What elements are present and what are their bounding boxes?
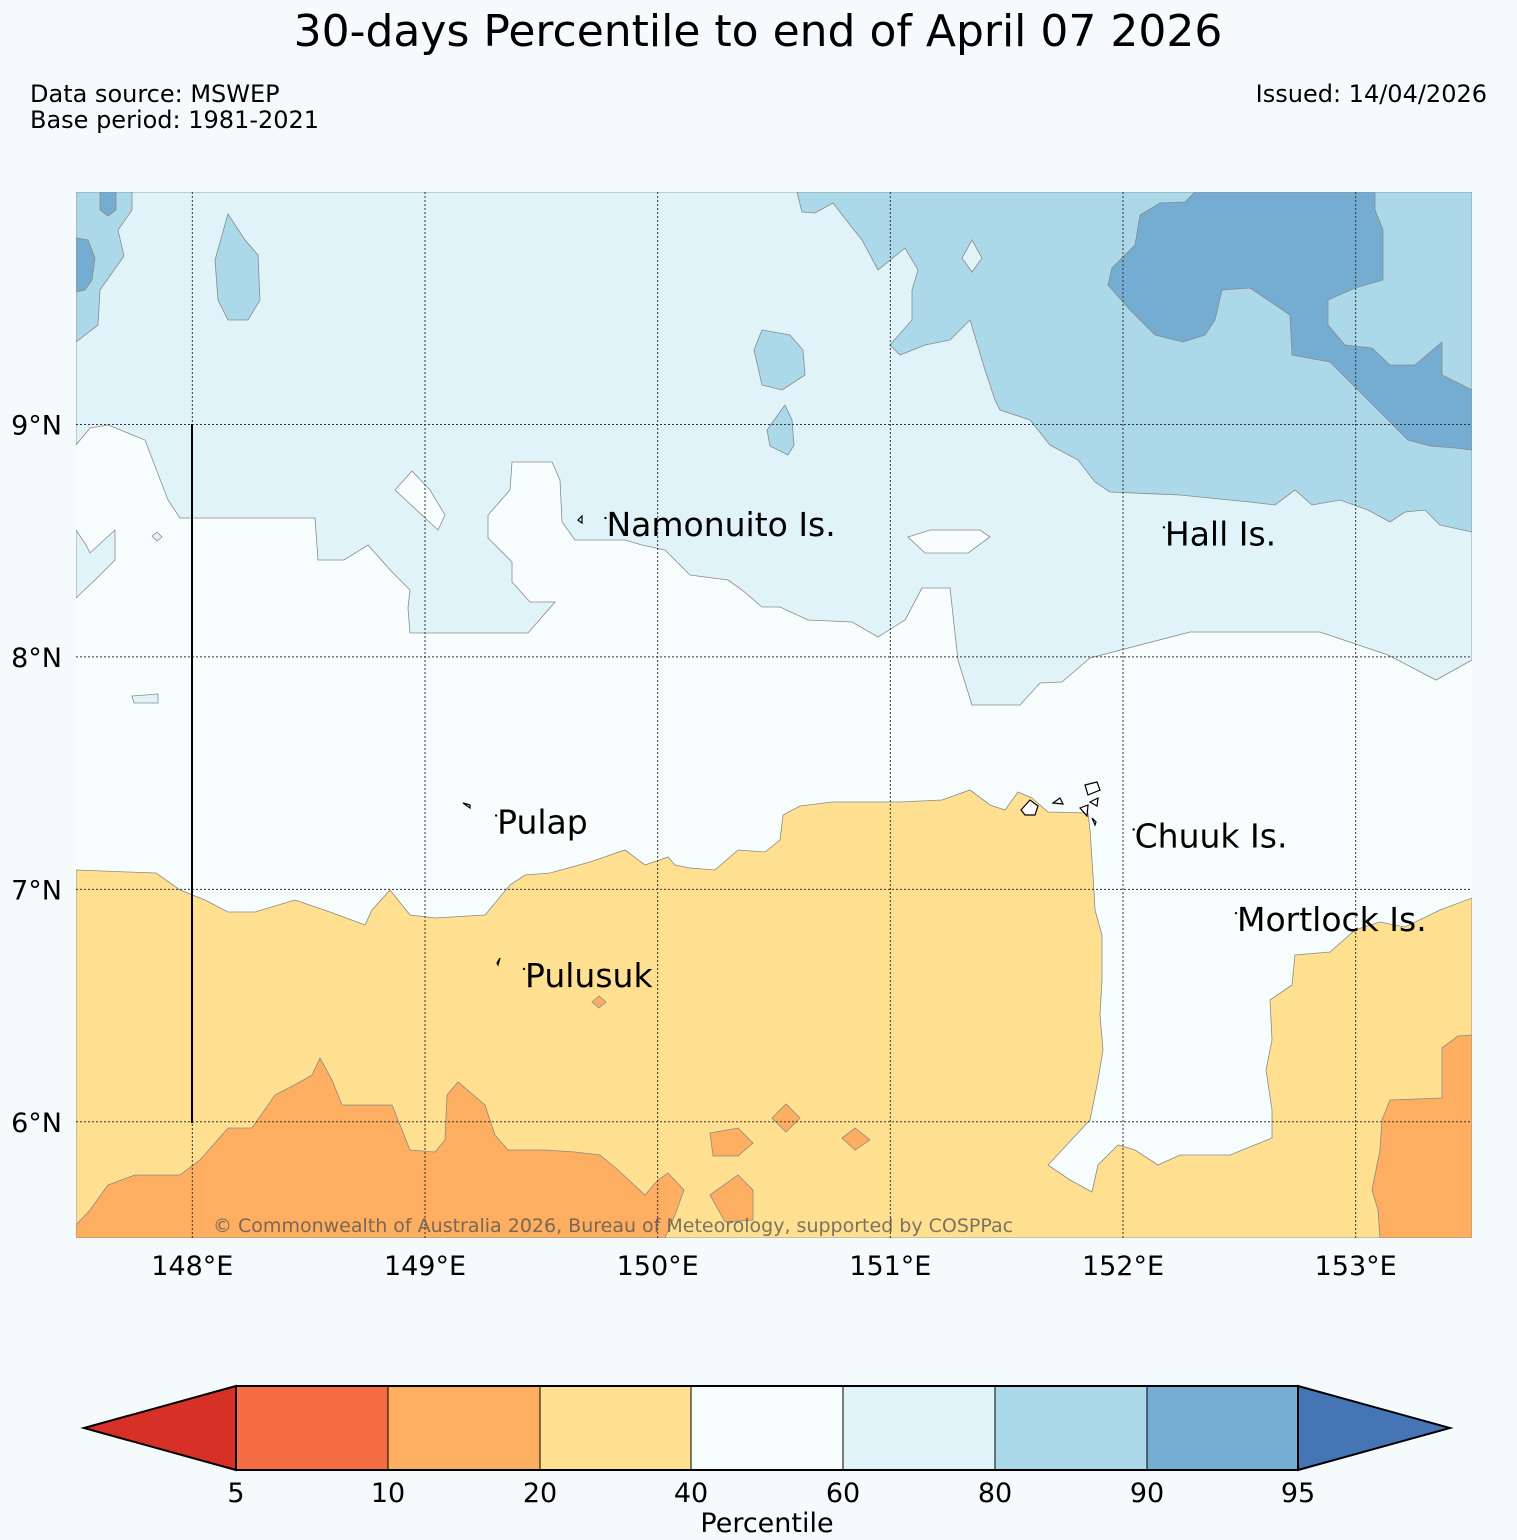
band-80-90-patch: [753, 329, 806, 391]
band-90-95: [1107, 192, 1472, 451]
colorbar: 5 10 20 40 60 80 90 95 Percentile: [80, 1384, 1454, 1539]
lon-tick-label: 150°E: [617, 1251, 699, 1282]
place-marker: [494, 814, 498, 817]
lat-tick-label: 8°N: [11, 643, 62, 674]
chuuk-island: [1020, 799, 1039, 816]
colorbar-seg-20-40: [539, 1385, 692, 1471]
chuuk-island: [1051, 797, 1065, 805]
colorbar-tick-labels: 5 10 20 40 60 80 90 95: [227, 1478, 1315, 1509]
lat-tick-label: 6°N: [11, 1108, 62, 1139]
band-10-20-patch: [841, 1127, 871, 1151]
chuuk-island: [1078, 804, 1089, 818]
lon-tick-label: 152°E: [1082, 1251, 1164, 1282]
band-40-60-hole: [907, 529, 991, 554]
band-40-60-hole: [394, 470, 446, 531]
gridlines: [76, 192, 1472, 1238]
place-marker: [1132, 828, 1135, 831]
lon-tick-label: 149°E: [384, 1251, 466, 1282]
chuuk-island: [1088, 796, 1099, 807]
colorbar-tick-label: 40: [674, 1478, 708, 1509]
colorbar-outline: [235, 1385, 1299, 1471]
island-coastlines: [462, 514, 1101, 967]
copyright-text: © Commonwealth of Australia 2026, Bureau…: [213, 1215, 1013, 1237]
band-10-20-patch: [709, 1174, 754, 1223]
lat-tick-label: 9°N: [11, 410, 62, 441]
lon-tick-label: 151°E: [849, 1251, 931, 1282]
colorbar-seg-10-20: [387, 1385, 541, 1471]
colorbar-tick-label: 5: [227, 1478, 244, 1509]
place-marker: [1234, 911, 1238, 915]
pulap-island: [462, 802, 471, 810]
chuuk-island: [1084, 781, 1101, 796]
colorbar-seg-80-90: [994, 1385, 1148, 1471]
place-marker: [522, 967, 526, 971]
namonuito-island: [577, 514, 583, 525]
band-10-20: [76, 1057, 685, 1238]
base-period-text: Base period: 1981-2021: [30, 106, 319, 134]
colorbar-seg-40-60: [690, 1385, 844, 1471]
colorbar-tick-label: 10: [371, 1478, 405, 1509]
latitude-axis: 9°N 8°N 7°N 6°N: [11, 410, 62, 1138]
colorbar-label: Percentile: [700, 1508, 833, 1539]
colorbar-seg-5-10: [235, 1385, 389, 1471]
lon-tick-label: 153°E: [1315, 1251, 1397, 1282]
band-10-20-patch: [771, 1103, 801, 1133]
band-60-80-patch: [76, 529, 116, 599]
colorbar-tick-label: 95: [1281, 1478, 1315, 1509]
colorbar-tick-label: 60: [826, 1478, 860, 1509]
band-80-90-patch: [76, 192, 133, 343]
colorbar-seg-90-95: [1146, 1385, 1299, 1471]
lat-tick-label: 7°N: [11, 875, 62, 906]
chuuk-island: [1091, 817, 1097, 827]
place-label: Pulap: [497, 803, 588, 842]
band-80-90-patch: [766, 404, 795, 456]
band-90-95-patch: [76, 237, 96, 293]
place-labels: Namonuito Is. Hall Is. Pulap Chuuk Is. Mortl…: [494, 505, 1427, 995]
band-60-80-hole: [961, 239, 983, 273]
band-60-80-patch: [131, 693, 159, 704]
place-marker: [604, 516, 607, 520]
lon-tick-label: 148°E: [151, 1251, 233, 1282]
band-10-20-patch: [1371, 1034, 1472, 1238]
band-90-95-patch: [99, 192, 117, 217]
colorbar-seg-60-80: [842, 1385, 996, 1471]
longitude-axis: 148°E 149°E 150°E 151°E 152°E 153°E: [151, 1251, 1396, 1282]
colorbar-tick-label: 90: [1130, 1478, 1164, 1509]
place-label: Pulusuk: [525, 956, 653, 995]
place-label: Chuuk Is.: [1135, 816, 1288, 855]
colorbar-extend-high: [1297, 1384, 1454, 1472]
pulusuk-island: [496, 957, 501, 967]
band-10-20-patch: [709, 1127, 754, 1157]
data-source-text: Data source: MSWEP: [30, 80, 280, 108]
band-60-80-patch: [151, 531, 163, 542]
place-marker: [1162, 526, 1166, 529]
colorbar-tick-label: 20: [523, 1478, 557, 1509]
place-label: Mortlock Is.: [1237, 900, 1427, 939]
place-label: Hall Is.: [1165, 514, 1276, 553]
colorbar-tick-label: 80: [978, 1478, 1012, 1509]
band-80-90-patch: [214, 213, 261, 321]
colorbar-extend-low: [80, 1384, 237, 1472]
chart-title: 30-days Percentile to end of April 07 20…: [294, 6, 1223, 57]
place-label: Namonuito Is.: [606, 505, 835, 544]
issued-date-text: Issued: 14/04/2026: [1256, 80, 1487, 108]
map-panel: Namonuito Is. Hall Is. Pulap Chuuk Is. Mortl…: [76, 192, 1472, 1238]
band-10-20-patch: [591, 995, 607, 1009]
